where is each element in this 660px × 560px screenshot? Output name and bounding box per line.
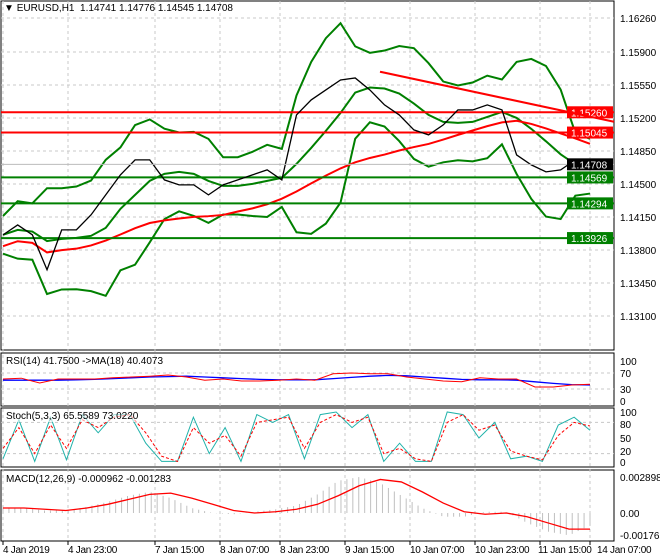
macd-tick-label: 0.00 bbox=[620, 509, 640, 520]
rsi-tick-label: 30 bbox=[620, 385, 632, 396]
bollinger-lower bbox=[2, 121, 591, 298]
stoch-tick-label: 50 bbox=[620, 434, 632, 445]
macd-tick-label: -0.001763 bbox=[620, 531, 660, 542]
level-price-label: 1.14569 bbox=[571, 173, 608, 184]
y-tick-label: 1.13450 bbox=[620, 279, 657, 290]
chart-header: ▼ EURUSD,H1 1.14741 1.14776 1.14545 1.14… bbox=[4, 3, 233, 14]
panel-frame-1 bbox=[0, 352, 615, 407]
stoch-tick-label: 20 bbox=[620, 447, 632, 458]
level-price-tag bbox=[567, 126, 613, 139]
panel-frame-3 bbox=[0, 469, 615, 542]
moving-average-slow bbox=[2, 119, 591, 254]
y-tick-label: 1.16260 bbox=[620, 14, 657, 25]
x-tick-label: 10 Jan 07:00 bbox=[410, 545, 465, 556]
x-tick-label: 7 Jan 15:00 bbox=[155, 545, 205, 556]
x-tick-label: 14 Jan 07:00 bbox=[597, 545, 652, 556]
y-tick-label: 1.15550 bbox=[620, 81, 657, 92]
y-tick-label: 1.13100 bbox=[620, 312, 657, 323]
current-price-label: 1.14708 bbox=[571, 160, 608, 171]
level-price-tag bbox=[567, 197, 613, 210]
level-price-tag bbox=[567, 106, 613, 119]
stoch-signal-line bbox=[2, 413, 591, 463]
y-tick-label: 1.15900 bbox=[620, 48, 657, 59]
x-tick-label: 8 Jan 23:00 bbox=[280, 545, 330, 556]
rsi-tick-label: 100 bbox=[620, 357, 637, 368]
y-tick-label: 1.14500 bbox=[620, 180, 657, 191]
level-price-tag bbox=[567, 232, 613, 245]
y-tick-label: 1.14150 bbox=[620, 213, 657, 224]
level-price-label: 1.15045 bbox=[571, 129, 608, 140]
stoch-tick-label: 100 bbox=[620, 408, 637, 419]
rsi-tick-label: 70 bbox=[620, 369, 632, 380]
macd-signal-line bbox=[3, 478, 590, 530]
menu-triangle-icon[interactable]: ▼ bbox=[4, 3, 14, 14]
stoch-tick-label: 0 bbox=[620, 458, 626, 469]
symbol-label: EURUSD,H1 bbox=[16, 3, 75, 14]
x-tick-label: 4 Jan 23:00 bbox=[68, 545, 118, 556]
y-tick-label: 1.15200 bbox=[620, 114, 657, 125]
y-tick-label: 1.14850 bbox=[620, 147, 657, 158]
level-price-label: 1.13926 bbox=[571, 234, 608, 245]
bollinger-upper bbox=[2, 21, 591, 217]
trend-line bbox=[379, 70, 615, 123]
panel-frame-0 bbox=[0, 0, 615, 351]
rsi-line bbox=[2, 372, 591, 388]
rsi-title: RSI(14) 41.7500 ->MA(18) 40.4073 bbox=[6, 356, 164, 367]
level-price-tag bbox=[567, 171, 613, 184]
rsi-tick-label: 0 bbox=[620, 397, 626, 408]
stoch-main-line bbox=[2, 411, 591, 463]
x-tick-label: 11 Jan 15:00 bbox=[538, 545, 592, 556]
macd-title: MACD(12,26,9) -0.000962 -0.001283 bbox=[6, 474, 172, 485]
x-tick-label: 4 Jan 2019 bbox=[3, 545, 50, 556]
stoch-tick-label: 80 bbox=[620, 420, 632, 431]
panel-frame-2 bbox=[0, 407, 615, 468]
y-tick-label: 1.13800 bbox=[620, 246, 657, 257]
level-price-label: 1.15260 bbox=[571, 108, 608, 119]
price-line bbox=[2, 77, 591, 272]
stoch-title: Stoch(5,3,3) 65.5589 73.0220 bbox=[6, 411, 139, 422]
level-price-label: 1.14294 bbox=[571, 199, 608, 210]
ohlc-label: 1.14741 1.14776 1.14545 1.14708 bbox=[80, 3, 233, 14]
rsi-ma-line bbox=[3, 374, 591, 386]
x-tick-label: 9 Jan 15:00 bbox=[345, 545, 395, 556]
macd-tick-label: 0.002898 bbox=[620, 473, 660, 484]
x-tick-label: 8 Jan 07:00 bbox=[220, 545, 270, 556]
x-tick-label: 10 Jan 23:00 bbox=[475, 545, 530, 556]
current-price-tag bbox=[567, 158, 613, 171]
